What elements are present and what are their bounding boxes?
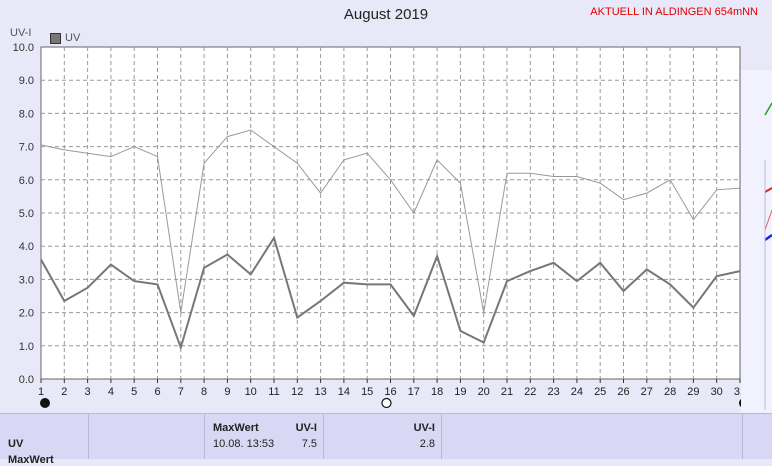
y-tick-label: 0.0 bbox=[19, 374, 34, 386]
x-tick-label: 30 bbox=[711, 386, 723, 398]
chart-title: August 2019 bbox=[343, 6, 429, 23]
y-tick-label: 9.0 bbox=[19, 75, 34, 87]
x-tick-label: 21 bbox=[501, 386, 513, 398]
y-tick-label: 6.0 bbox=[19, 175, 34, 187]
y-tick-label: 3.0 bbox=[19, 274, 34, 286]
x-tick-label: 11 bbox=[268, 386, 279, 398]
x-tick-label: 22 bbox=[524, 386, 536, 398]
uv-chart: 0.01.02.03.04.05.06.07.08.09.010.01 2 3 4 5 6… bbox=[13, 42, 749, 409]
y-tick-label: 4.0 bbox=[19, 241, 34, 253]
row-label-2: MaxWert bbox=[8, 454, 54, 466]
new-moon-marker bbox=[40, 398, 50, 408]
max-header: MaxWert bbox=[213, 422, 259, 434]
y-tick-label: 2.0 bbox=[19, 308, 34, 320]
filler-cell bbox=[442, 414, 743, 459]
summary-table: UV MaxWert MaxWert UV-I 10.08. 13:53 7.5… bbox=[0, 413, 772, 466]
series-line-max bbox=[40, 129, 741, 313]
x-tick-label: 24 bbox=[571, 386, 583, 398]
side-panel bbox=[741, 70, 772, 413]
x-tick-label: 16 bbox=[384, 386, 396, 398]
y-tick-label: 5.0 bbox=[19, 208, 34, 220]
avg-unit: UV-I bbox=[413, 422, 435, 434]
x-tick-label: 12 bbox=[291, 386, 303, 398]
y-tick-label: 7.0 bbox=[19, 142, 34, 154]
x-tick-label: 1 bbox=[38, 386, 44, 398]
row-label-cell: UV MaxWert bbox=[0, 414, 89, 466]
x-tick-label: 18 bbox=[431, 386, 443, 398]
empty-cell bbox=[89, 414, 205, 459]
x-tick-label: 5 bbox=[131, 386, 137, 398]
max-date: 10.08. 13:53 bbox=[213, 438, 275, 450]
max-unit: UV-I bbox=[295, 422, 317, 434]
x-tick-label: 25 bbox=[594, 386, 606, 398]
row-label: UV bbox=[8, 438, 24, 450]
x-tick-label: 14 bbox=[338, 386, 350, 398]
x-tick-label: 26 bbox=[617, 386, 629, 398]
avg-cell: UV-I 2.8 bbox=[324, 414, 442, 459]
x-tick-label: 9 bbox=[224, 386, 230, 398]
x-tick-label: 10 bbox=[245, 386, 257, 398]
x-tick-label: 3 bbox=[85, 386, 91, 398]
x-tick-label: 23 bbox=[547, 386, 559, 398]
y-axis-unit: UV-I bbox=[10, 27, 32, 39]
x-tick-label: 13 bbox=[314, 386, 326, 398]
x-tick-label: 6 bbox=[154, 386, 160, 398]
x-tick-label: 20 bbox=[478, 386, 490, 398]
x-tick-label: 29 bbox=[687, 386, 699, 398]
max-cell: MaxWert UV-I 10.08. 13:53 7.5 bbox=[205, 414, 324, 459]
legend-label: UV bbox=[65, 32, 81, 44]
x-tick-label: 2 bbox=[61, 386, 67, 398]
x-tick-label: 8 bbox=[201, 386, 207, 398]
x-tick-label: 7 bbox=[178, 386, 184, 398]
y-tick-label: 8.0 bbox=[19, 108, 34, 120]
y-tick-label: 1.0 bbox=[19, 341, 34, 353]
x-tick-label: 4 bbox=[108, 386, 114, 398]
max-value: 7.5 bbox=[301, 438, 317, 450]
avg-value: 2.8 bbox=[419, 438, 435, 450]
x-tick-label: 27 bbox=[641, 386, 653, 398]
side-panel-lines bbox=[764, 102, 772, 410]
full-moon-marker bbox=[381, 397, 392, 409]
legend-swatch bbox=[50, 32, 61, 44]
x-tick-label: 17 bbox=[408, 386, 420, 398]
station-label: AKTUELL IN ALDINGEN 654mNN bbox=[590, 6, 758, 18]
x-tick-label: 28 bbox=[664, 386, 676, 398]
x-tick-label: 19 bbox=[454, 386, 466, 398]
series-line-uv bbox=[40, 235, 741, 351]
y-tick-label: 10.0 bbox=[13, 42, 34, 54]
legend: UV bbox=[50, 32, 80, 44]
x-tick-label: 15 bbox=[361, 386, 373, 398]
